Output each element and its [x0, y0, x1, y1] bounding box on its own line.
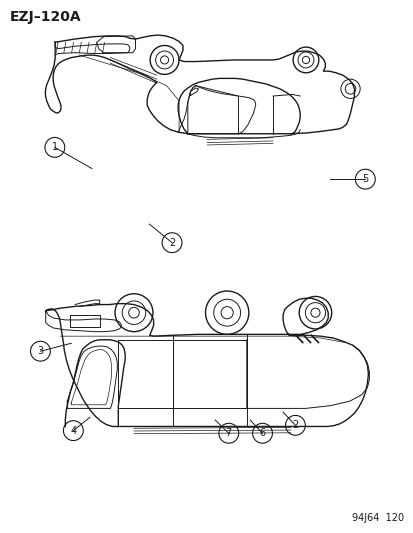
Text: 6: 6	[259, 429, 265, 438]
Text: 7: 7	[225, 429, 231, 438]
Text: 1: 1	[52, 142, 58, 152]
Text: 2: 2	[169, 238, 175, 248]
Text: 5: 5	[361, 174, 368, 184]
Text: 2: 2	[292, 421, 298, 430]
Text: 4: 4	[70, 426, 76, 435]
Text: 94J64  120: 94J64 120	[351, 513, 403, 523]
Text: EZJ–120A: EZJ–120A	[9, 10, 81, 24]
Text: 3: 3	[37, 346, 43, 356]
